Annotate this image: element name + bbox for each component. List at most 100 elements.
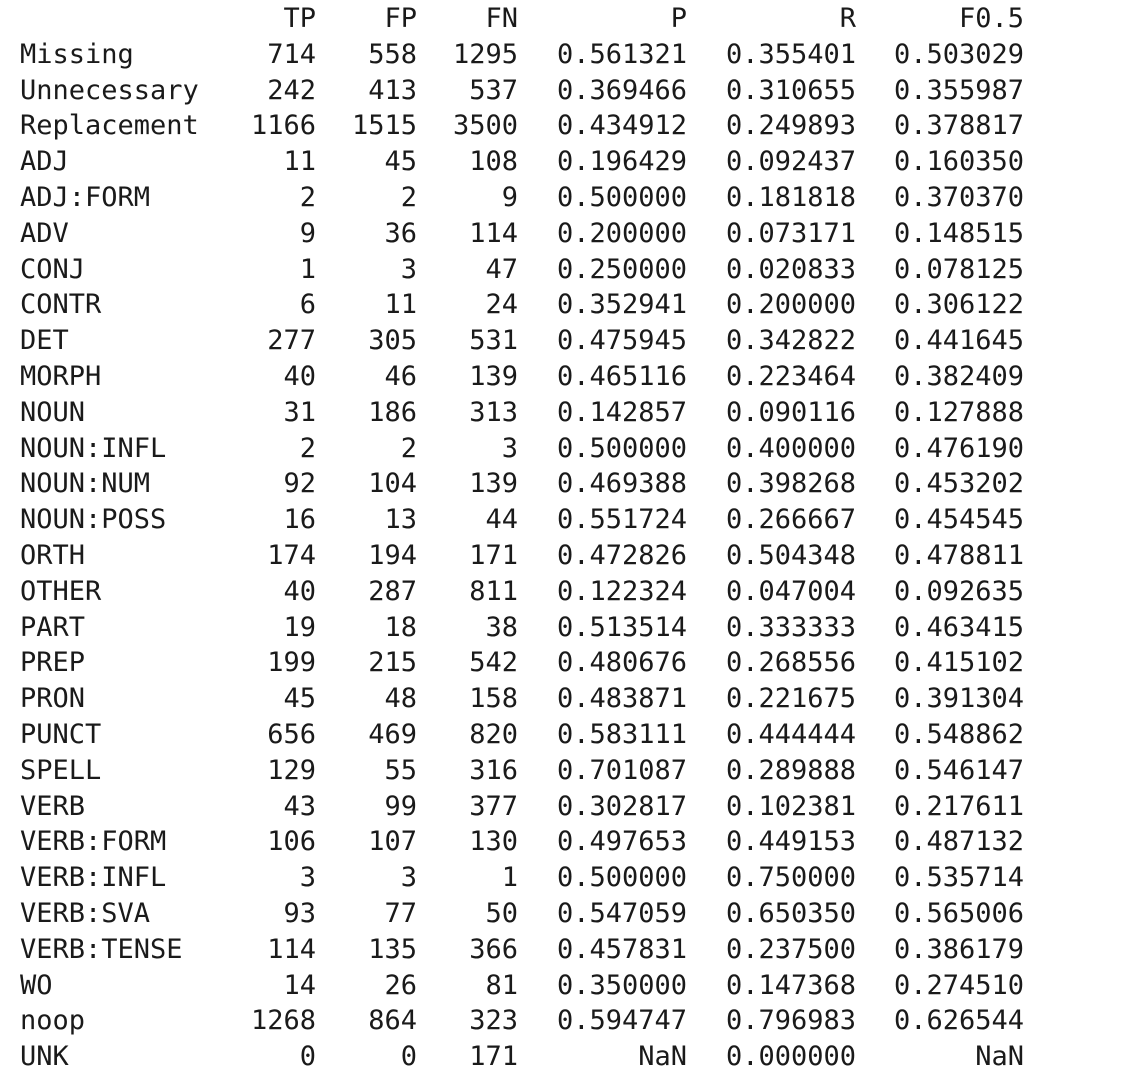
table-row: VERB:TENSE 114 135 366 0.457831 0.237500 0.386… bbox=[20, 932, 1024, 968]
r-cell: 0.249893 bbox=[725, 110, 856, 142]
tp-cell: 1268 bbox=[250, 1005, 316, 1037]
table-row: CONTR 6 11 24 0.352941 0.200000 0.306122 bbox=[20, 287, 1024, 323]
table-row: NOUN:POSS 16 13 44 0.551724 0.266667 0.454545 bbox=[20, 502, 1024, 538]
tp-cell: 3 bbox=[299, 862, 316, 894]
header-cell-tp: TP bbox=[283, 3, 316, 34]
table-row: PREP 199 215 542 0.480676 0.268556 0.415102 bbox=[20, 645, 1024, 681]
r-cell: 0.147368 bbox=[725, 969, 856, 1001]
fn-cell: 3 bbox=[501, 432, 518, 464]
p-cell: 0.500000 bbox=[556, 862, 687, 894]
r-cell: 0.200000 bbox=[725, 289, 856, 321]
row-label: Missing bbox=[20, 38, 134, 70]
row-label: DET bbox=[20, 325, 69, 357]
f05-cell: 0.535714 bbox=[893, 862, 1024, 894]
p-cell: NaN bbox=[638, 1041, 687, 1073]
fn-cell: 47 bbox=[485, 253, 518, 285]
r-cell: 0.223464 bbox=[725, 360, 856, 392]
r-cell: 0.398268 bbox=[725, 468, 856, 500]
tp-cell: 93 bbox=[283, 897, 316, 929]
row-label: NOUN:NUM bbox=[20, 468, 151, 500]
table-row: ADJ 11 45 108 0.196429 0.092437 0.160350 bbox=[20, 144, 1024, 180]
table-row: ORTH 174 194 171 0.472826 0.504348 0.478811 bbox=[20, 538, 1024, 574]
f05-cell: 0.386179 bbox=[893, 933, 1024, 965]
p-cell: 0.369466 bbox=[556, 74, 687, 106]
row-label: PREP bbox=[20, 647, 86, 679]
f05-cell: 0.160350 bbox=[893, 146, 1024, 178]
table-row: Unnecessary 242 413 537 0.369466 0.310655 0.35… bbox=[20, 73, 1024, 109]
r-cell: 0.444444 bbox=[725, 718, 856, 750]
fn-cell: 820 bbox=[469, 718, 518, 750]
fn-cell: 542 bbox=[469, 647, 518, 679]
fp-cell: 558 bbox=[368, 38, 417, 70]
f05-cell: 0.378817 bbox=[893, 110, 1024, 142]
table-row: VERB:SVA 93 77 50 0.547059 0.650350 0.565006 bbox=[20, 896, 1024, 932]
tp-cell: 199 bbox=[267, 647, 316, 679]
row-label: Replacement bbox=[20, 110, 199, 142]
r-cell: 0.268556 bbox=[725, 647, 856, 679]
table-row: NOUN:NUM 92 104 139 0.469388 0.398268 0.453202 bbox=[20, 466, 1024, 502]
table-row: WO 14 26 81 0.350000 0.147368 0.274510 bbox=[20, 968, 1024, 1004]
p-cell: 0.350000 bbox=[556, 969, 687, 1001]
row-label: ADJ bbox=[20, 146, 69, 178]
f05-cell: 0.382409 bbox=[893, 360, 1024, 392]
tp-cell: 714 bbox=[267, 38, 316, 70]
p-cell: 0.480676 bbox=[556, 647, 687, 679]
row-label: VERB bbox=[20, 790, 86, 822]
fn-cell: 313 bbox=[469, 396, 518, 428]
f05-cell: 0.565006 bbox=[893, 897, 1024, 929]
fp-cell: 1515 bbox=[351, 110, 417, 142]
table-row: NOUN:INFL 2 2 3 0.500000 0.400000 0.476190 bbox=[20, 431, 1024, 467]
tp-cell: 40 bbox=[283, 575, 316, 607]
fp-cell: 864 bbox=[368, 1005, 417, 1037]
r-cell: 0.073171 bbox=[725, 217, 856, 249]
header-cell-p: P bbox=[670, 3, 687, 34]
f05-cell: NaN bbox=[975, 1041, 1024, 1073]
p-cell: 0.196429 bbox=[556, 146, 687, 178]
p-cell: 0.469388 bbox=[556, 468, 687, 500]
fn-cell: 366 bbox=[469, 933, 518, 965]
table-row: PRON 45 48 158 0.483871 0.221675 0.391304 bbox=[20, 681, 1024, 717]
tp-cell: 16 bbox=[283, 504, 316, 536]
f05-cell: 0.463415 bbox=[893, 611, 1024, 643]
tp-cell: 277 bbox=[267, 325, 316, 357]
fn-cell: 3500 bbox=[452, 110, 518, 142]
fn-cell: 377 bbox=[469, 790, 518, 822]
table-row: OTHER 40 287 811 0.122324 0.047004 0.092635 bbox=[20, 574, 1024, 610]
fn-cell: 811 bbox=[469, 575, 518, 607]
tp-cell: 0 bbox=[299, 1041, 316, 1073]
tp-cell: 11 bbox=[283, 146, 316, 178]
fp-cell: 107 bbox=[368, 826, 417, 858]
tp-cell: 31 bbox=[283, 396, 316, 428]
fn-cell: 171 bbox=[469, 539, 518, 571]
row-label: ADV bbox=[20, 217, 69, 249]
fp-cell: 194 bbox=[368, 539, 417, 571]
p-cell: 0.200000 bbox=[556, 217, 687, 249]
r-cell: 0.355401 bbox=[725, 38, 856, 70]
fp-cell: 77 bbox=[384, 897, 417, 929]
fp-cell: 135 bbox=[368, 933, 417, 965]
row-label: PUNCT bbox=[20, 718, 102, 750]
f05-cell: 0.454545 bbox=[893, 504, 1024, 536]
table-row: VERB 43 99 377 0.302817 0.102381 0.217611 bbox=[20, 789, 1024, 825]
r-cell: 0.181818 bbox=[725, 181, 856, 213]
fn-cell: 108 bbox=[469, 146, 518, 178]
row-label: ADJ:FORM bbox=[20, 181, 151, 213]
fp-cell: 45 bbox=[384, 146, 417, 178]
row-label: MORPH bbox=[20, 360, 102, 392]
fn-cell: 537 bbox=[469, 74, 518, 106]
p-cell: 0.142857 bbox=[556, 396, 687, 428]
header-cell-label bbox=[20, 1, 230, 37]
tp-cell: 242 bbox=[267, 74, 316, 106]
fp-cell: 2 bbox=[400, 181, 417, 213]
tp-cell: 14 bbox=[283, 969, 316, 1001]
p-cell: 0.500000 bbox=[556, 181, 687, 213]
f05-cell: 0.092635 bbox=[893, 575, 1024, 607]
table-row: Missing 714 558 1295 0.561321 0.355401 0.50302… bbox=[20, 37, 1024, 73]
tp-cell: 1166 bbox=[250, 110, 316, 142]
f05-cell: 0.476190 bbox=[893, 432, 1024, 464]
fp-cell: 469 bbox=[368, 718, 417, 750]
fn-cell: 139 bbox=[469, 360, 518, 392]
table-row: DET 277 305 531 0.475945 0.342822 0.441645 bbox=[20, 323, 1024, 359]
p-cell: 0.547059 bbox=[556, 897, 687, 929]
table-row: VERB:INFL 3 3 1 0.500000 0.750000 0.535714 bbox=[20, 860, 1024, 896]
